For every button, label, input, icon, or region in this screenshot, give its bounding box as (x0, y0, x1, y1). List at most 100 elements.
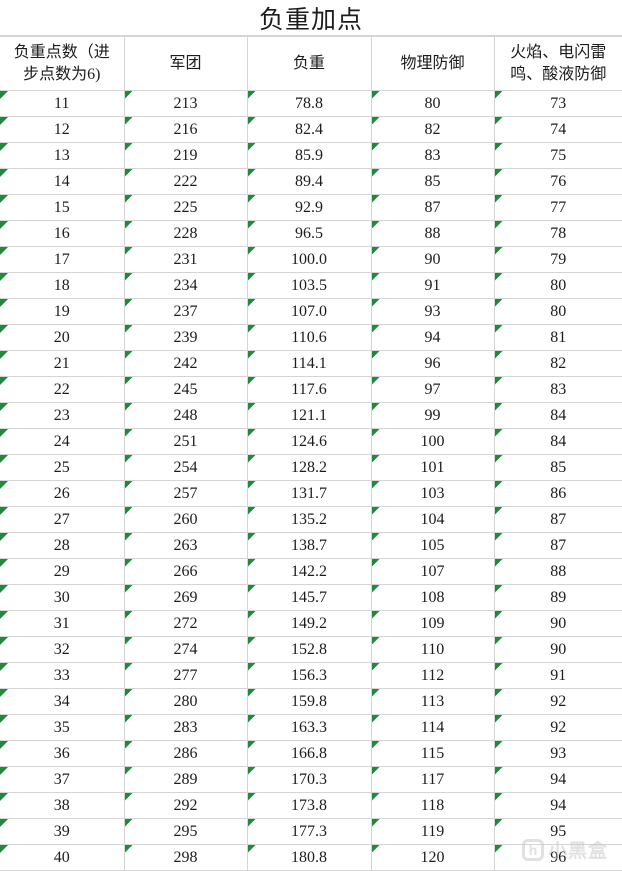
cell[interactable]: 131.7 (246, 480, 372, 507)
cell[interactable]: 120 (370, 844, 495, 871)
cell[interactable]: 33 (0, 662, 125, 689)
cell[interactable]: 292 (123, 792, 248, 819)
cell[interactable]: 242 (123, 350, 248, 377)
cell[interactable]: 92 (493, 714, 622, 741)
cell[interactable]: 83 (370, 142, 495, 169)
cell[interactable]: 74 (493, 116, 622, 143)
cell[interactable]: 170.3 (246, 766, 372, 793)
cell[interactable]: 87 (370, 194, 495, 221)
cell[interactable]: 228 (123, 220, 248, 247)
cell[interactable]: 35 (0, 714, 125, 741)
cell[interactable]: 15 (0, 194, 125, 221)
cell[interactable]: 231 (123, 246, 248, 273)
cell[interactable]: 31 (0, 610, 125, 637)
cell[interactable]: 219 (123, 142, 248, 169)
cell[interactable]: 91 (370, 272, 495, 299)
cell[interactable]: 91 (493, 662, 622, 689)
cell[interactable]: 34 (0, 688, 125, 715)
cell[interactable]: 272 (123, 610, 248, 637)
cell[interactable]: 277 (123, 662, 248, 689)
cell[interactable]: 101 (370, 454, 495, 481)
cell[interactable]: 84 (493, 428, 622, 455)
cell[interactable]: 159.8 (246, 688, 372, 715)
cell[interactable]: 19 (0, 298, 125, 325)
cell[interactable]: 20 (0, 324, 125, 351)
cell[interactable]: 107.0 (246, 298, 372, 325)
cell[interactable]: 14 (0, 168, 125, 195)
cell[interactable]: 86 (493, 480, 622, 507)
cell[interactable]: 108 (370, 584, 495, 611)
header-cell-physical-defense[interactable]: 物理防御 (370, 36, 495, 91)
cell[interactable]: 251 (123, 428, 248, 455)
cell[interactable]: 94 (370, 324, 495, 351)
cell[interactable]: 138.7 (246, 532, 372, 559)
cell[interactable]: 28 (0, 532, 125, 559)
cell[interactable]: 260 (123, 506, 248, 533)
cell[interactable]: 24 (0, 428, 125, 455)
cell[interactable]: 92 (493, 688, 622, 715)
cell[interactable]: 97 (370, 376, 495, 403)
cell[interactable]: 80 (493, 272, 622, 299)
cell[interactable]: 22 (0, 376, 125, 403)
cell[interactable]: 135.2 (246, 506, 372, 533)
cell[interactable]: 145.7 (246, 584, 372, 611)
cell[interactable]: 94 (493, 792, 622, 819)
cell[interactable]: 82.4 (246, 116, 372, 143)
cell[interactable]: 113 (370, 688, 495, 715)
cell[interactable]: 21 (0, 350, 125, 377)
cell[interactable]: 77 (493, 194, 622, 221)
cell[interactable]: 114.1 (246, 350, 372, 377)
cell[interactable]: 110 (370, 636, 495, 663)
cell[interactable]: 117 (370, 766, 495, 793)
cell[interactable]: 89 (493, 584, 622, 611)
cell[interactable]: 84 (493, 402, 622, 429)
cell[interactable]: 269 (123, 584, 248, 611)
cell[interactable]: 119 (370, 818, 495, 845)
cell[interactable]: 16 (0, 220, 125, 247)
cell[interactable]: 121.1 (246, 402, 372, 429)
cell[interactable]: 213 (123, 90, 248, 117)
cell[interactable]: 38 (0, 792, 125, 819)
cell[interactable]: 216 (123, 116, 248, 143)
cell[interactable]: 245 (123, 376, 248, 403)
cell[interactable]: 79 (493, 246, 622, 273)
cell[interactable]: 90 (493, 610, 622, 637)
cell[interactable]: 180.8 (246, 844, 372, 871)
cell[interactable]: 82 (493, 350, 622, 377)
cell[interactable]: 104 (370, 506, 495, 533)
cell[interactable]: 78 (493, 220, 622, 247)
cell[interactable]: 257 (123, 480, 248, 507)
cell[interactable]: 75 (493, 142, 622, 169)
cell[interactable]: 295 (123, 818, 248, 845)
cell[interactable]: 99 (370, 402, 495, 429)
cell[interactable]: 112 (370, 662, 495, 689)
cell[interactable]: 73 (493, 90, 622, 117)
cell[interactable]: 254 (123, 454, 248, 481)
cell[interactable]: 37 (0, 766, 125, 793)
cell[interactable]: 298 (123, 844, 248, 871)
cell[interactable]: 87 (493, 506, 622, 533)
cell[interactable]: 85 (493, 454, 622, 481)
cell[interactable]: 156.3 (246, 662, 372, 689)
header-cell-load-points[interactable]: 负重点数（进步点数为6) (0, 36, 125, 91)
cell[interactable]: 105 (370, 532, 495, 559)
cell[interactable]: 32 (0, 636, 125, 663)
cell[interactable]: 142.2 (246, 558, 372, 585)
cell[interactable]: 96 (493, 844, 622, 871)
cell[interactable]: 118 (370, 792, 495, 819)
cell[interactable]: 85 (370, 168, 495, 195)
cell[interactable]: 225 (123, 194, 248, 221)
header-cell-elemental-defense[interactable]: 火焰、电闪雷鸣、酸液防御 (493, 36, 622, 91)
cell[interactable]: 25 (0, 454, 125, 481)
cell[interactable]: 248 (123, 402, 248, 429)
cell[interactable]: 36 (0, 740, 125, 767)
cell[interactable]: 128.2 (246, 454, 372, 481)
cell[interactable]: 96.5 (246, 220, 372, 247)
cell[interactable]: 152.8 (246, 636, 372, 663)
cell[interactable]: 93 (370, 298, 495, 325)
sheet-title-cell[interactable]: 负重加点 (0, 0, 622, 36)
cell[interactable]: 274 (123, 636, 248, 663)
cell[interactable]: 80 (370, 90, 495, 117)
cell[interactable]: 85.9 (246, 142, 372, 169)
cell[interactable]: 124.6 (246, 428, 372, 455)
